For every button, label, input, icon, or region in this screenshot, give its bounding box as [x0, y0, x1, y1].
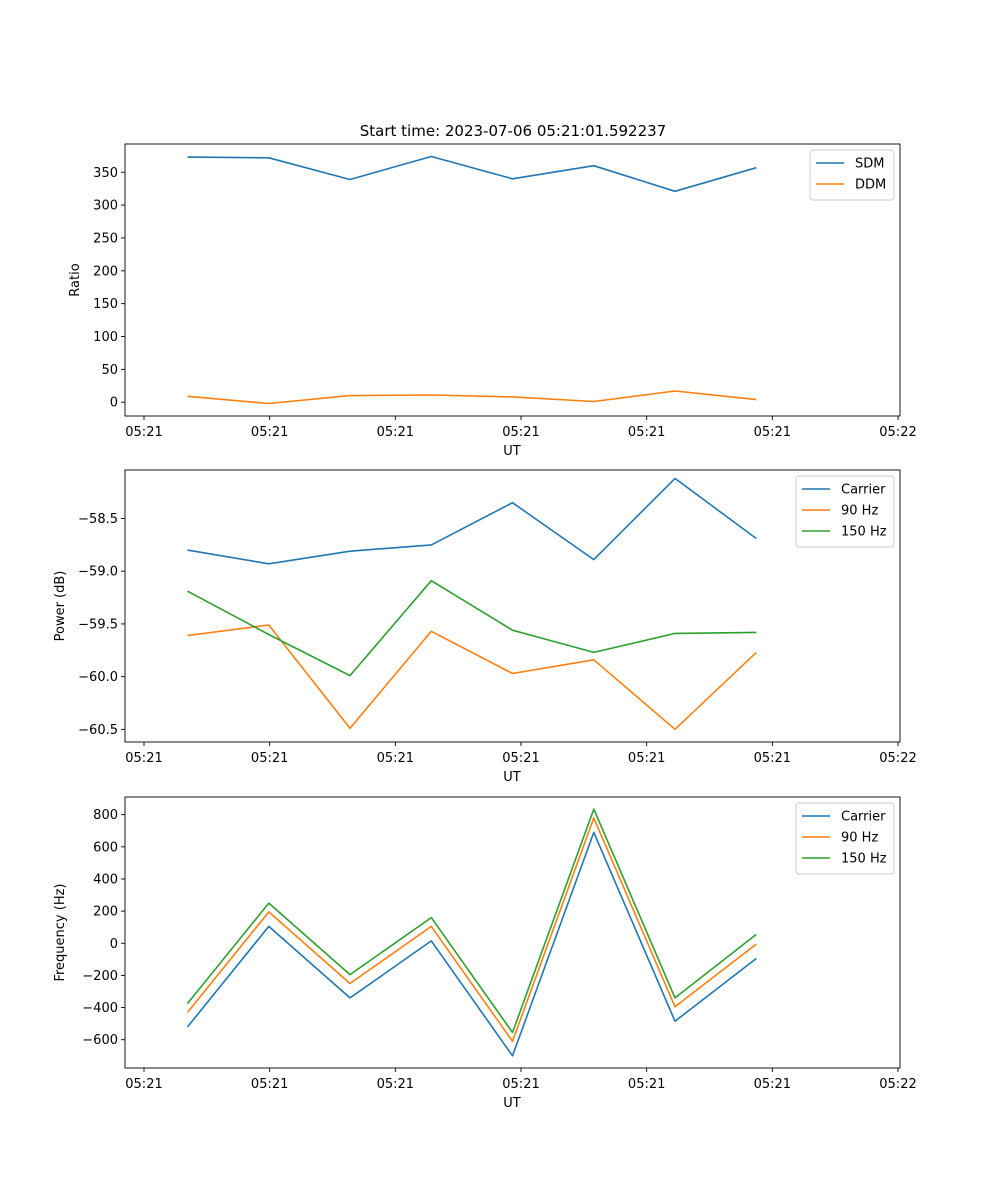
- y-tick-label: 200: [93, 264, 118, 279]
- y-tick-label: 400: [93, 872, 118, 887]
- x-axis-label: UT: [503, 444, 521, 459]
- y-tick-label: −59.5: [78, 617, 118, 632]
- x-tick-label: 05:21: [502, 751, 539, 766]
- x-tick-label: 05:21: [125, 1077, 162, 1092]
- x-tick-label: 05:22: [879, 751, 916, 766]
- x-tick-label: 05:21: [628, 425, 665, 440]
- y-axis-label: Power (dB): [53, 571, 68, 642]
- x-tick-label: 05:21: [754, 425, 791, 440]
- legend-label: 150 Hz: [841, 852, 887, 867]
- y-tick-label: −60.5: [78, 723, 118, 738]
- legend-label: Carrier: [841, 483, 886, 498]
- series-line-90-hz: [187, 624, 757, 731]
- y-tick-label: −58.5: [78, 512, 118, 527]
- x-tick-label: 05:21: [377, 751, 414, 766]
- x-tick-label: 05:21: [502, 425, 539, 440]
- y-tick-label: −60.0: [78, 670, 118, 685]
- series-line-carrier: [186, 831, 757, 1057]
- x-tick-label: 05:21: [377, 425, 414, 440]
- series-line-150-hz: [187, 579, 757, 677]
- x-tick-label: 05:21: [628, 751, 665, 766]
- legend-box: [795, 475, 895, 548]
- y-tick-label: −59.0: [78, 565, 118, 580]
- x-tick-label: 05:21: [628, 1077, 665, 1092]
- y-tick-label: −600: [82, 1033, 118, 1048]
- y-axis-label: Ratio: [68, 263, 83, 296]
- y-axis-label: Frequency (Hz): [53, 883, 68, 981]
- ratio-panel: 05:21 05:21 05:21 05:21 05:21 05:21 05:22 0 50 10…: [68, 143, 917, 459]
- y-tick-label: −200: [82, 969, 118, 984]
- series-line-sdm: [187, 155, 757, 193]
- y-tick-label: 300: [93, 199, 118, 214]
- x-tick-label: 05:21: [251, 425, 288, 440]
- legend-label: DDM: [855, 178, 886, 193]
- x-tick-label: 05:21: [502, 1077, 539, 1092]
- x-tick-label: 05:21: [125, 751, 162, 766]
- y-tick-label: 0: [110, 937, 118, 952]
- x-tick-label: 05:21: [251, 751, 288, 766]
- axes-frame: [124, 796, 901, 1069]
- y-tick-label: 200: [93, 905, 118, 920]
- series-line-carrier: [187, 477, 757, 565]
- y-tick-label: −400: [82, 1001, 118, 1016]
- x-tick-label: 05:21: [754, 751, 791, 766]
- frequency-panel: 05:21 05:21 05:21 05:21 05:21 05:21 05:22 800 60…: [53, 796, 917, 1111]
- chart-title: Start time: 2023-07-06 05:21:01.592237: [360, 122, 666, 140]
- y-tick-label: 250: [93, 231, 118, 246]
- legend-label: SDM: [855, 157, 884, 172]
- x-tick-label: 05:21: [754, 1077, 791, 1092]
- axes-frame: [124, 143, 901, 417]
- series-line-ddm: [187, 390, 757, 405]
- y-tick-label: 150: [93, 297, 118, 312]
- legend-label: Carrier: [841, 810, 886, 825]
- legend-label: 150 Hz: [841, 525, 887, 540]
- y-tick-label: 350: [93, 166, 118, 181]
- series-line-150-hz: [186, 808, 757, 1034]
- y-tick-label: 800: [93, 808, 118, 823]
- legend-box: [795, 802, 895, 875]
- y-tick-label: 100: [93, 330, 118, 345]
- x-tick-label: 05:21: [125, 425, 162, 440]
- x-tick-label: 05:21: [251, 1077, 288, 1092]
- x-axis-label: UT: [503, 770, 521, 785]
- y-tick-label: 50: [101, 363, 118, 378]
- legend-label: 90 Hz: [841, 831, 878, 846]
- power-panel: 05:21 05:21 05:21 05:21 05:21 05:21 05:22 −58.5…: [53, 469, 917, 785]
- x-tick-label: 05:21: [377, 1077, 414, 1092]
- x-axis-label: UT: [503, 1096, 521, 1111]
- y-tick-label: 600: [93, 840, 118, 855]
- axes-frame: [124, 469, 901, 743]
- legend-label: 90 Hz: [841, 504, 878, 519]
- x-tick-label: 05:22: [879, 425, 916, 440]
- y-tick-label: 0: [110, 396, 118, 411]
- x-tick-label: 05:22: [879, 1077, 916, 1092]
- series-line-90-hz: [186, 817, 757, 1043]
